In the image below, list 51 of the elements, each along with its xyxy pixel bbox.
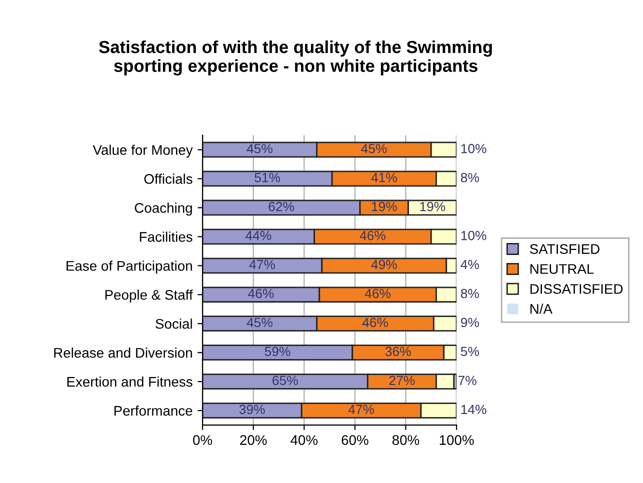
data-label: 44%	[246, 230, 272, 240]
y-tick-label: Social	[156, 318, 192, 329]
y-tick-label: Performance	[114, 406, 192, 416]
data-label: 19%	[372, 202, 397, 212]
x-tick-label: 40%	[290, 435, 318, 445]
y-tick-label: People & Staff	[105, 290, 193, 303]
data-label: 41%	[371, 172, 397, 182]
legend-label: DISSATISFIED	[530, 284, 623, 294]
x-tick-label: 20%	[240, 435, 267, 445]
data-label: 45%	[246, 318, 272, 328]
data-label: 59%	[264, 346, 290, 356]
y-tick-label: Value for Money	[92, 144, 193, 158]
data-label: 4%	[460, 260, 479, 270]
legend-label: N/A	[530, 304, 552, 314]
y-tick-label: Exertion and Fitness	[67, 376, 192, 387]
data-label: 46%	[362, 318, 388, 328]
data-label: 14%	[461, 404, 486, 414]
data-label: 5%	[460, 346, 479, 356]
chart-title: Satisfaction of with the quality of the Swimming sporting experience - non white participants	[99, 40, 492, 76]
data-label: 36%	[385, 346, 411, 356]
data-label: 10%	[461, 144, 486, 154]
x-tick-label: 100%	[440, 435, 474, 445]
x-tick-label: 60%	[342, 435, 368, 445]
x-tick-label: 80%	[392, 435, 420, 445]
y-tick-label: Ease of Participation	[66, 260, 192, 274]
y-tick-label: Coaching	[134, 202, 192, 216]
data-label: 46%	[364, 288, 391, 298]
data-label: 47%	[348, 404, 374, 414]
data-label: 45%	[246, 144, 272, 154]
legend-label: NEUTRAL	[530, 264, 594, 274]
data-label: 8%	[460, 172, 479, 182]
data-label: 46%	[248, 288, 274, 298]
data-label: 46%	[360, 230, 386, 240]
data-label: 49%	[371, 260, 397, 270]
data-label: 8%	[460, 288, 479, 298]
data-label: 7%	[458, 376, 476, 386]
data-label: 10%	[461, 230, 486, 240]
data-label: 62%	[268, 202, 294, 212]
y-tick-label: Facilities	[140, 232, 192, 242]
y-tick-label: Officials	[144, 174, 192, 184]
data-label: 19%	[420, 202, 446, 212]
data-label: 51%	[254, 172, 280, 182]
x-tick-label: 0%	[193, 435, 212, 445]
data-label: 39%	[239, 404, 265, 414]
y-tick-label: Release and Diversion	[54, 348, 192, 358]
data-label: 47%	[249, 260, 275, 270]
data-label: 65%	[272, 376, 298, 386]
data-label: 45%	[361, 144, 387, 154]
data-label: 9%	[460, 318, 479, 328]
data-label: 27%	[389, 376, 415, 386]
legend-label: SATISFIED	[530, 244, 600, 254]
